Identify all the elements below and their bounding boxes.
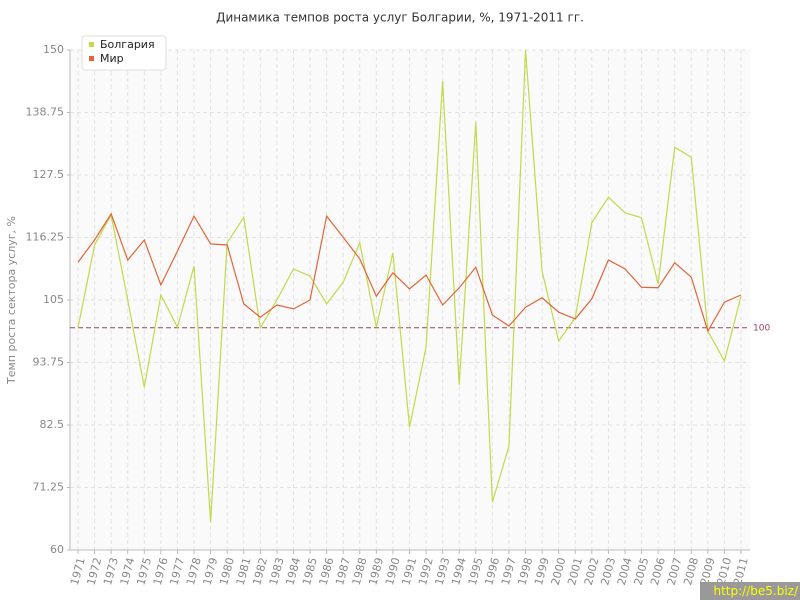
legend-label: Болгария bbox=[100, 38, 155, 51]
y-tick-label: 60 bbox=[50, 543, 64, 556]
legend-label: Мир bbox=[100, 52, 124, 65]
legend-swatch bbox=[89, 56, 94, 61]
y-tick-label: 150 bbox=[43, 43, 64, 56]
y-axis-label: Темп роста сектора услуг, % bbox=[5, 216, 18, 385]
y-tick-label: 138.75 bbox=[26, 106, 65, 119]
legend-swatch bbox=[89, 42, 94, 47]
chart-title: Динамика темпов роста услуг Болгарии, %,… bbox=[216, 11, 584, 25]
series-line bbox=[77, 49, 742, 523]
y-tick-label: 71.25 bbox=[33, 481, 65, 494]
series-line bbox=[77, 212, 742, 333]
legend-box bbox=[81, 35, 167, 71]
y-tick-label: 127.5 bbox=[33, 168, 65, 181]
y-tick-label: 105 bbox=[43, 293, 64, 306]
y-tick-label: 116.25 bbox=[26, 231, 65, 244]
y-tick-label: 93.75 bbox=[33, 356, 65, 369]
watermark: http://be5.biz/ bbox=[700, 582, 800, 600]
reference-label: 100 bbox=[753, 323, 770, 333]
y-tick-label: 82.5 bbox=[40, 418, 65, 431]
